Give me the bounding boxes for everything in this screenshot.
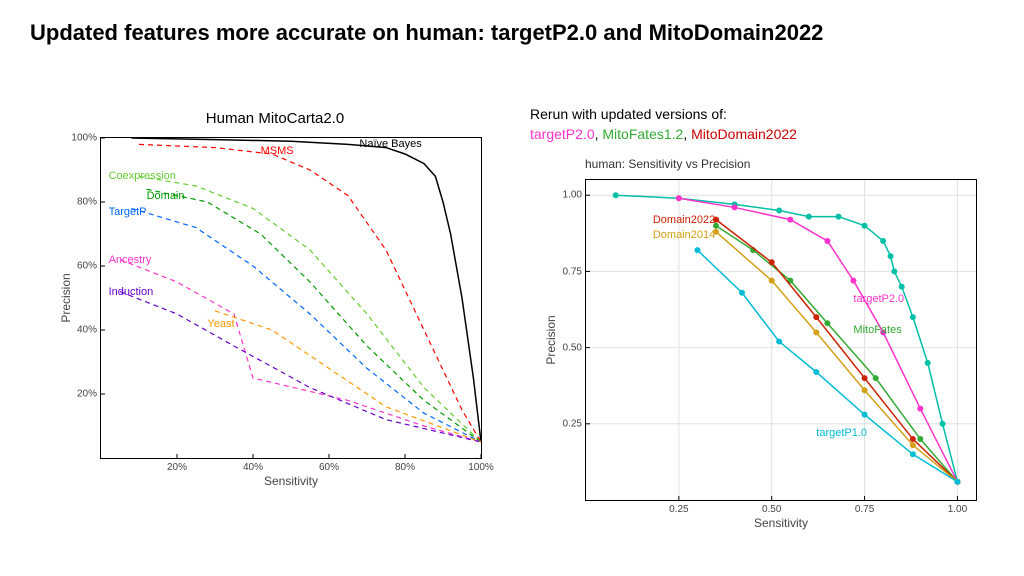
right-chart-inner-title: human: Sensitivity vs Precision bbox=[585, 157, 750, 171]
right-subtitle: Rerun with updated versions of: targetP2… bbox=[530, 105, 1000, 144]
xtick: 1.00 bbox=[948, 500, 967, 515]
xtick: 0.50 bbox=[762, 500, 781, 515]
ytick: 60% bbox=[77, 261, 101, 272]
series-label-Domain: Domain bbox=[147, 190, 185, 202]
xtick: 0.75 bbox=[855, 500, 874, 515]
series-label-Yeast: Yeast bbox=[207, 318, 234, 330]
series-label-targetP2.0: targetP2.0 bbox=[853, 293, 904, 305]
xtick: 40% bbox=[243, 458, 263, 473]
ytick: 0.50 bbox=[563, 342, 586, 353]
ytick: 0.75 bbox=[563, 266, 586, 277]
series-label-targetP1.0: targetP1.0 bbox=[816, 427, 867, 439]
right-xlabel: Sensitivity bbox=[754, 516, 808, 530]
xtick: 60% bbox=[319, 458, 339, 473]
series-label-MSMS: MSMS bbox=[261, 145, 294, 157]
left-chart: Precision Sensitivity 20%40%60%80%100%20… bbox=[100, 137, 482, 459]
series-label-Ancestry: Ancestry bbox=[109, 254, 152, 266]
series-label-Coexpression: Coexpression bbox=[109, 170, 176, 182]
ytick: 40% bbox=[77, 325, 101, 336]
series-label-MitoFates: MitoFates bbox=[853, 324, 901, 336]
subtitle-prefix: Rerun with updated versions of: bbox=[530, 106, 727, 122]
xtick: 80% bbox=[395, 458, 415, 473]
subtitle-part: MitoDomain2022 bbox=[691, 126, 797, 142]
page-title: Updated features more accurate on human:… bbox=[30, 20, 823, 46]
ytick: 80% bbox=[77, 197, 101, 208]
left-chart-title: Human MitoCarta2.0 bbox=[85, 110, 465, 127]
ytick: 1.00 bbox=[563, 190, 586, 201]
subtitle-part: targetP2.0 bbox=[530, 126, 595, 142]
right-panel: Rerun with updated versions of: targetP2… bbox=[530, 105, 1000, 501]
ytick: 0.25 bbox=[563, 419, 586, 430]
ytick: 20% bbox=[77, 389, 101, 400]
ytick: 100% bbox=[71, 133, 101, 144]
xtick: 0.25 bbox=[669, 500, 688, 515]
series-label-Induction: Induction bbox=[109, 286, 154, 298]
series-label-NaiveBayes: Naïve Bayes bbox=[359, 138, 421, 150]
subtitle-part: MitoFates1.2 bbox=[602, 126, 683, 142]
left-ylabel: Precision bbox=[59, 273, 73, 322]
subtitle-part: , bbox=[683, 126, 691, 142]
series-label-TargetP: TargetP bbox=[109, 206, 147, 218]
xtick: 20% bbox=[167, 458, 187, 473]
right-chart: Precision Sensitivity 0.250.500.751.000.… bbox=[585, 179, 977, 501]
right-ylabel: Precision bbox=[544, 316, 558, 365]
series-label-Domain2022: Domain2022 bbox=[653, 214, 715, 226]
xtick: 100% bbox=[468, 458, 494, 473]
left-panel: Human MitoCarta2.0 Precision Sensitivity… bbox=[45, 110, 465, 459]
series-label-Domain2014: Domain2014 bbox=[653, 229, 715, 241]
left-xlabel: Sensitivity bbox=[264, 474, 318, 488]
